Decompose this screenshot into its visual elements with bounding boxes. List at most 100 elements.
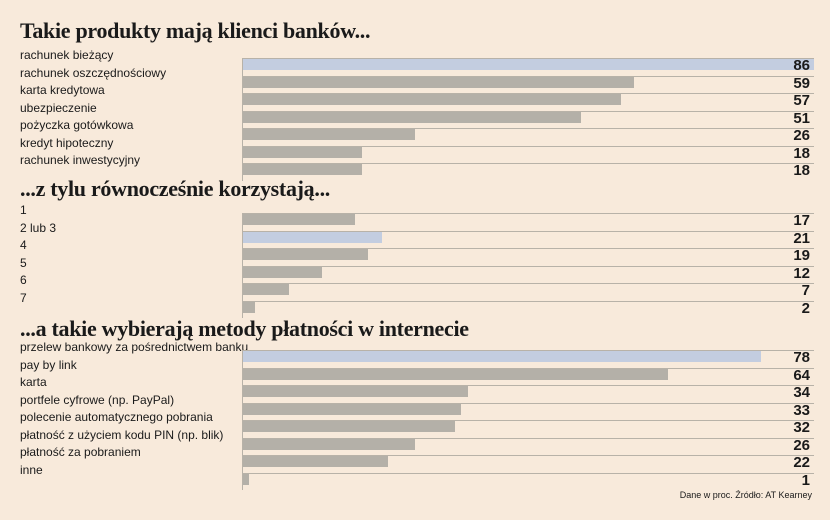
chart-title: ...z tylu równocześnie korzystają...: [20, 176, 330, 201]
bar-track: [242, 350, 814, 366]
value-label: 34: [793, 384, 810, 401]
bar: [242, 403, 462, 415]
axis-line: [242, 350, 243, 490]
category-label: 4: [20, 238, 27, 252]
bar: [242, 59, 814, 70]
bar: [242, 438, 415, 450]
category-label: polecenie automatycznego pobrania: [20, 410, 213, 424]
bar-row: karta 34: [0, 375, 830, 401]
value-label: 7: [801, 282, 810, 299]
bar: [242, 456, 389, 467]
value-label: 21: [793, 229, 810, 247]
value-label: 59: [793, 74, 810, 92]
bar: [242, 129, 415, 140]
value-label: 18: [793, 162, 810, 179]
bar-row: ubezpieczenie 51: [0, 101, 830, 127]
category-label: 1: [20, 203, 27, 217]
bar-track: [242, 437, 814, 454]
bar-row: 5 12: [0, 256, 830, 282]
bar: [242, 94, 622, 105]
bar-row: 1 17: [0, 203, 830, 229]
value-label: 26: [793, 436, 810, 454]
bar-row: 4 19: [0, 238, 830, 264]
bar-track: [242, 145, 814, 162]
category-label: kredyt hipoteczny: [20, 135, 114, 150]
bar-row: rachunek oszczędnościowy 59: [0, 66, 830, 92]
bar-track: [242, 230, 814, 247]
category-label: karta kredytowa: [20, 83, 105, 97]
bar-row: pożyczka gotówkowa 26: [0, 118, 830, 144]
category-label: przelew bankowy za pośrednictwem banku: [20, 340, 249, 354]
bar-row: płatność z użyciem kodu PIN (np. blik) 26: [0, 428, 830, 454]
bar: [242, 421, 455, 432]
category-label: 7: [20, 290, 27, 305]
bar: [242, 351, 761, 362]
value-label: 19: [793, 247, 810, 264]
category-label: inne: [20, 462, 43, 477]
bar-track: [242, 163, 814, 179]
bar-row: pay by link 64: [0, 358, 830, 384]
value-label: 22: [793, 454, 810, 471]
bar-row: karta kredytowa 57: [0, 83, 830, 109]
category-label: portfele cyfrowe (np. PayPal): [20, 392, 175, 407]
value-label: 2: [801, 299, 810, 317]
value-label: 32: [793, 419, 810, 436]
category-label: karta: [20, 375, 47, 389]
category-label: 5: [20, 255, 27, 270]
category-label: 6: [20, 273, 27, 287]
bar-row: płatność za pobraniem 22: [0, 445, 830, 471]
bar-track: [242, 265, 814, 282]
category-label: 2 lub 3: [20, 220, 57, 235]
bar-row: portfele cyfrowe (np. PayPal) 33: [0, 393, 830, 419]
bar-row: rachunek inwestycyjny 18: [0, 153, 830, 179]
source-note: Dane w proc. Źródło: AT Kearney: [679, 490, 812, 500]
value-label: 17: [793, 212, 810, 229]
axis-line: [242, 58, 243, 181]
value-label: 1: [801, 471, 810, 489]
value-label: 33: [793, 401, 810, 419]
category-label: rachunek oszczędnościowy: [20, 65, 167, 80]
bar-row: 2 lub 3 21: [0, 221, 830, 247]
value-label: 57: [793, 92, 810, 109]
bar: [242, 284, 289, 295]
value-label: 78: [793, 349, 810, 366]
category-label: płatność za pobraniem: [20, 445, 141, 459]
value-label: 12: [793, 264, 810, 282]
value-label: 18: [793, 144, 810, 162]
bar-track: [242, 75, 814, 92]
bar: [242, 249, 369, 260]
bar: [242, 386, 469, 397]
category-label: płatność z użyciem kodu PIN (np. blik): [20, 427, 224, 442]
category-label: pay by link: [20, 357, 77, 372]
bar: [242, 473, 249, 485]
category-label: rachunek bieżący: [20, 48, 114, 62]
bar-row: inne 1: [0, 463, 830, 489]
chart-title: Takie produkty mają klienci banków...: [20, 18, 371, 43]
bar: [242, 301, 256, 313]
category-label: rachunek inwestycyjny: [20, 153, 141, 167]
bar-track: [242, 283, 814, 299]
bar-track: [242, 385, 814, 401]
bar-track: [242, 93, 814, 109]
bar: [242, 368, 668, 380]
bar-row: rachunek bieżący 86: [0, 48, 830, 74]
bar: [242, 214, 356, 225]
bar: [242, 266, 322, 278]
chart-title: ...a takie wybierają metody płatności w …: [20, 316, 469, 341]
bar-track: [242, 420, 814, 436]
value-label: 51: [793, 109, 810, 127]
value-label: 64: [793, 366, 810, 384]
bar-row: kredyt hipoteczny 18: [0, 136, 830, 162]
bar-track: [242, 128, 814, 144]
bar-row: polecenie automatycznego pobrania 32: [0, 410, 830, 436]
value-label: 86: [793, 57, 810, 74]
category-label: ubezpieczenie: [20, 100, 97, 115]
bar-track: [242, 213, 814, 229]
bar: [242, 164, 362, 175]
bar-track: [242, 300, 814, 317]
bar-track: [242, 110, 814, 127]
bar-track: [242, 248, 814, 264]
category-label: pożyczka gotówkowa: [20, 118, 134, 132]
